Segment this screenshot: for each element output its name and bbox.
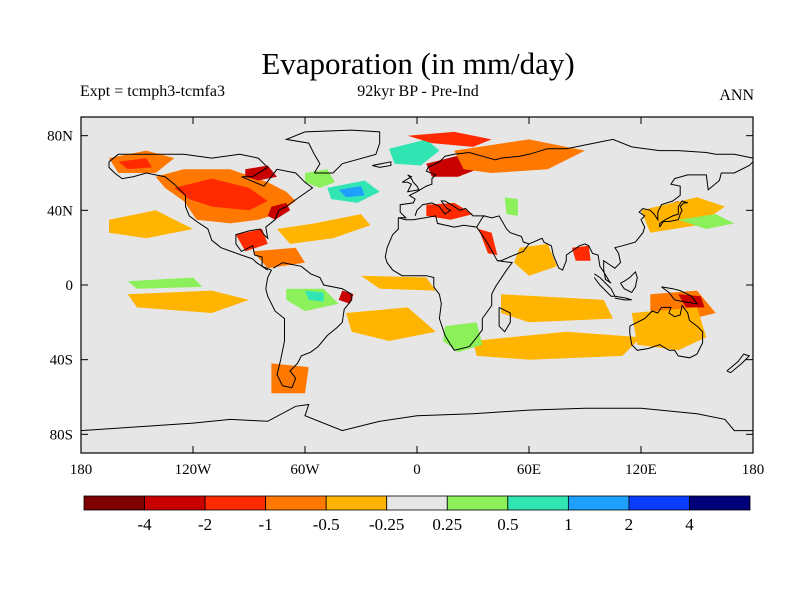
anomaly-region-30 xyxy=(127,277,203,289)
anomaly-region-36 xyxy=(346,307,436,341)
y-tick-label: 40N xyxy=(47,203,73,219)
coastline-14 xyxy=(401,174,420,193)
anomaly-region-21 xyxy=(514,243,557,276)
axis-ticks: 180 120W 60W 0 60E 120E 180 80N 40N 0 40S 80S xyxy=(47,117,764,478)
colorbar-label: 2 xyxy=(625,515,634,534)
coastline-4 xyxy=(384,215,514,351)
anomaly-region-4 xyxy=(118,158,152,170)
coastline-16 xyxy=(80,403,753,432)
anomaly-region-31 xyxy=(235,229,268,252)
colorbar-swatch xyxy=(507,495,569,511)
x-tick-label: 60E xyxy=(517,462,541,478)
x-tick-label: 180 xyxy=(70,462,93,478)
anomaly-region-6 xyxy=(305,169,335,188)
experiment-label: Expt = tcmph3-tcmfa3 xyxy=(80,83,225,100)
anomaly-region-9 xyxy=(277,214,371,244)
x-tick-label: 60W xyxy=(290,462,320,478)
y-tick-label: 40S xyxy=(50,353,73,369)
colorbar-swatch xyxy=(83,495,145,511)
coastline-18 xyxy=(498,306,511,333)
colorbar-label: -2 xyxy=(198,515,212,534)
colorbar-swatch xyxy=(689,495,751,511)
anomaly-region-35 xyxy=(338,290,354,304)
anomaly-region-17 xyxy=(478,229,498,256)
colorbar-label: -0.5 xyxy=(313,515,340,534)
x-tick-label: 120E xyxy=(625,462,657,478)
colorbar-swatch xyxy=(204,495,267,511)
y-tick-label: 80N xyxy=(47,129,73,145)
coastline-13 xyxy=(620,270,638,294)
colorbar-swatch xyxy=(628,495,690,511)
anomaly-region-32 xyxy=(252,247,305,269)
colorbar: -4 -2 -1 -0.5 -0.25 0.25 0.5 1 2 4 xyxy=(83,495,751,534)
coastline-3 xyxy=(398,138,754,219)
colorbar-label: -4 xyxy=(137,515,152,534)
anomaly-region-8 xyxy=(338,186,365,198)
coastline-15 xyxy=(372,161,392,168)
anomaly-region-39 xyxy=(271,363,309,394)
anomaly-region-16 xyxy=(504,197,518,216)
colorbar-label: 1 xyxy=(564,515,573,534)
x-tick-label: 120W xyxy=(175,462,213,478)
coastline-7 xyxy=(528,161,754,284)
anomaly-region-27 xyxy=(631,307,707,351)
coastline-9 xyxy=(629,304,704,359)
coastline-8 xyxy=(659,200,688,228)
anomaly-region-20 xyxy=(678,214,735,229)
coastline-12 xyxy=(614,295,632,301)
x-tick-label: 0 xyxy=(413,462,421,478)
coastline-1 xyxy=(108,161,268,271)
colorbar-label: 0.25 xyxy=(432,515,462,534)
anomaly-region-24 xyxy=(473,331,641,360)
x-tick-label: 180 xyxy=(742,462,765,478)
season-label: ANN xyxy=(719,87,754,104)
coastline-0 xyxy=(108,153,353,389)
anomaly-region-29 xyxy=(109,210,193,239)
colorbar-swatch xyxy=(325,495,388,511)
coastline-5 xyxy=(414,200,486,228)
colorbar-label: 0.5 xyxy=(497,515,518,534)
colorbar-swatch xyxy=(567,495,630,511)
colorbar-swatch xyxy=(446,495,509,511)
anomaly-region-28 xyxy=(127,290,249,313)
y-tick-label: 80S xyxy=(50,427,73,443)
coastline-2 xyxy=(284,129,381,174)
colorbar-label: -0.25 xyxy=(369,515,404,534)
map-title: Evaporation (in mm/day) xyxy=(261,46,575,81)
anomaly-region-23 xyxy=(501,294,613,323)
anomaly-region-1 xyxy=(174,178,268,211)
anomaly-region-26 xyxy=(678,294,705,308)
coastlines xyxy=(80,129,754,432)
anomaly-region-37 xyxy=(443,322,483,353)
anomaly-region-40 xyxy=(361,275,436,291)
anomaly-region-11 xyxy=(389,139,440,166)
anomaly-fields xyxy=(109,131,735,394)
colorbar-swatch xyxy=(265,495,327,511)
colorbar-swatch xyxy=(144,495,206,511)
colorbar-swatch xyxy=(386,495,448,511)
coastline-17 xyxy=(726,353,751,374)
anomaly-region-12 xyxy=(407,131,492,147)
period-label: 92kyr BP - Pre-Ind xyxy=(357,83,479,100)
y-tick-label: 0 xyxy=(66,278,74,294)
colorbar-label: -1 xyxy=(259,515,273,534)
coastline-6 xyxy=(484,215,530,262)
anomaly-region-22 xyxy=(571,245,591,261)
coastline-10 xyxy=(661,286,699,305)
anomaly-region-34 xyxy=(305,290,324,302)
colorbar-label: 4 xyxy=(685,515,694,534)
